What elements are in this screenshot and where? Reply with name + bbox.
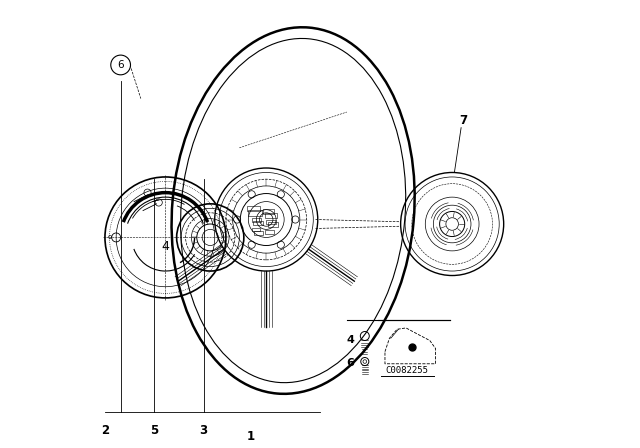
Bar — [266, 230, 275, 234]
Text: 1: 1 — [246, 430, 255, 444]
Bar — [252, 217, 261, 221]
Text: 5: 5 — [150, 423, 158, 437]
Bar — [263, 209, 274, 214]
Text: 6: 6 — [346, 358, 354, 368]
Text: C0082255: C0082255 — [386, 366, 429, 375]
Circle shape — [111, 55, 131, 75]
Text: 7: 7 — [460, 114, 467, 128]
Text: o: o — [108, 234, 111, 241]
Text: 4: 4 — [161, 240, 170, 253]
Bar — [253, 221, 263, 225]
Bar — [252, 228, 260, 231]
Bar — [248, 210, 262, 215]
Bar — [248, 206, 260, 211]
Text: 2: 2 — [101, 423, 109, 437]
Text: 3: 3 — [200, 423, 207, 437]
Bar — [254, 231, 263, 235]
Bar — [266, 220, 276, 224]
Bar — [268, 223, 278, 228]
Text: 6: 6 — [117, 60, 124, 70]
Bar — [265, 212, 276, 217]
Text: 4: 4 — [346, 336, 354, 345]
